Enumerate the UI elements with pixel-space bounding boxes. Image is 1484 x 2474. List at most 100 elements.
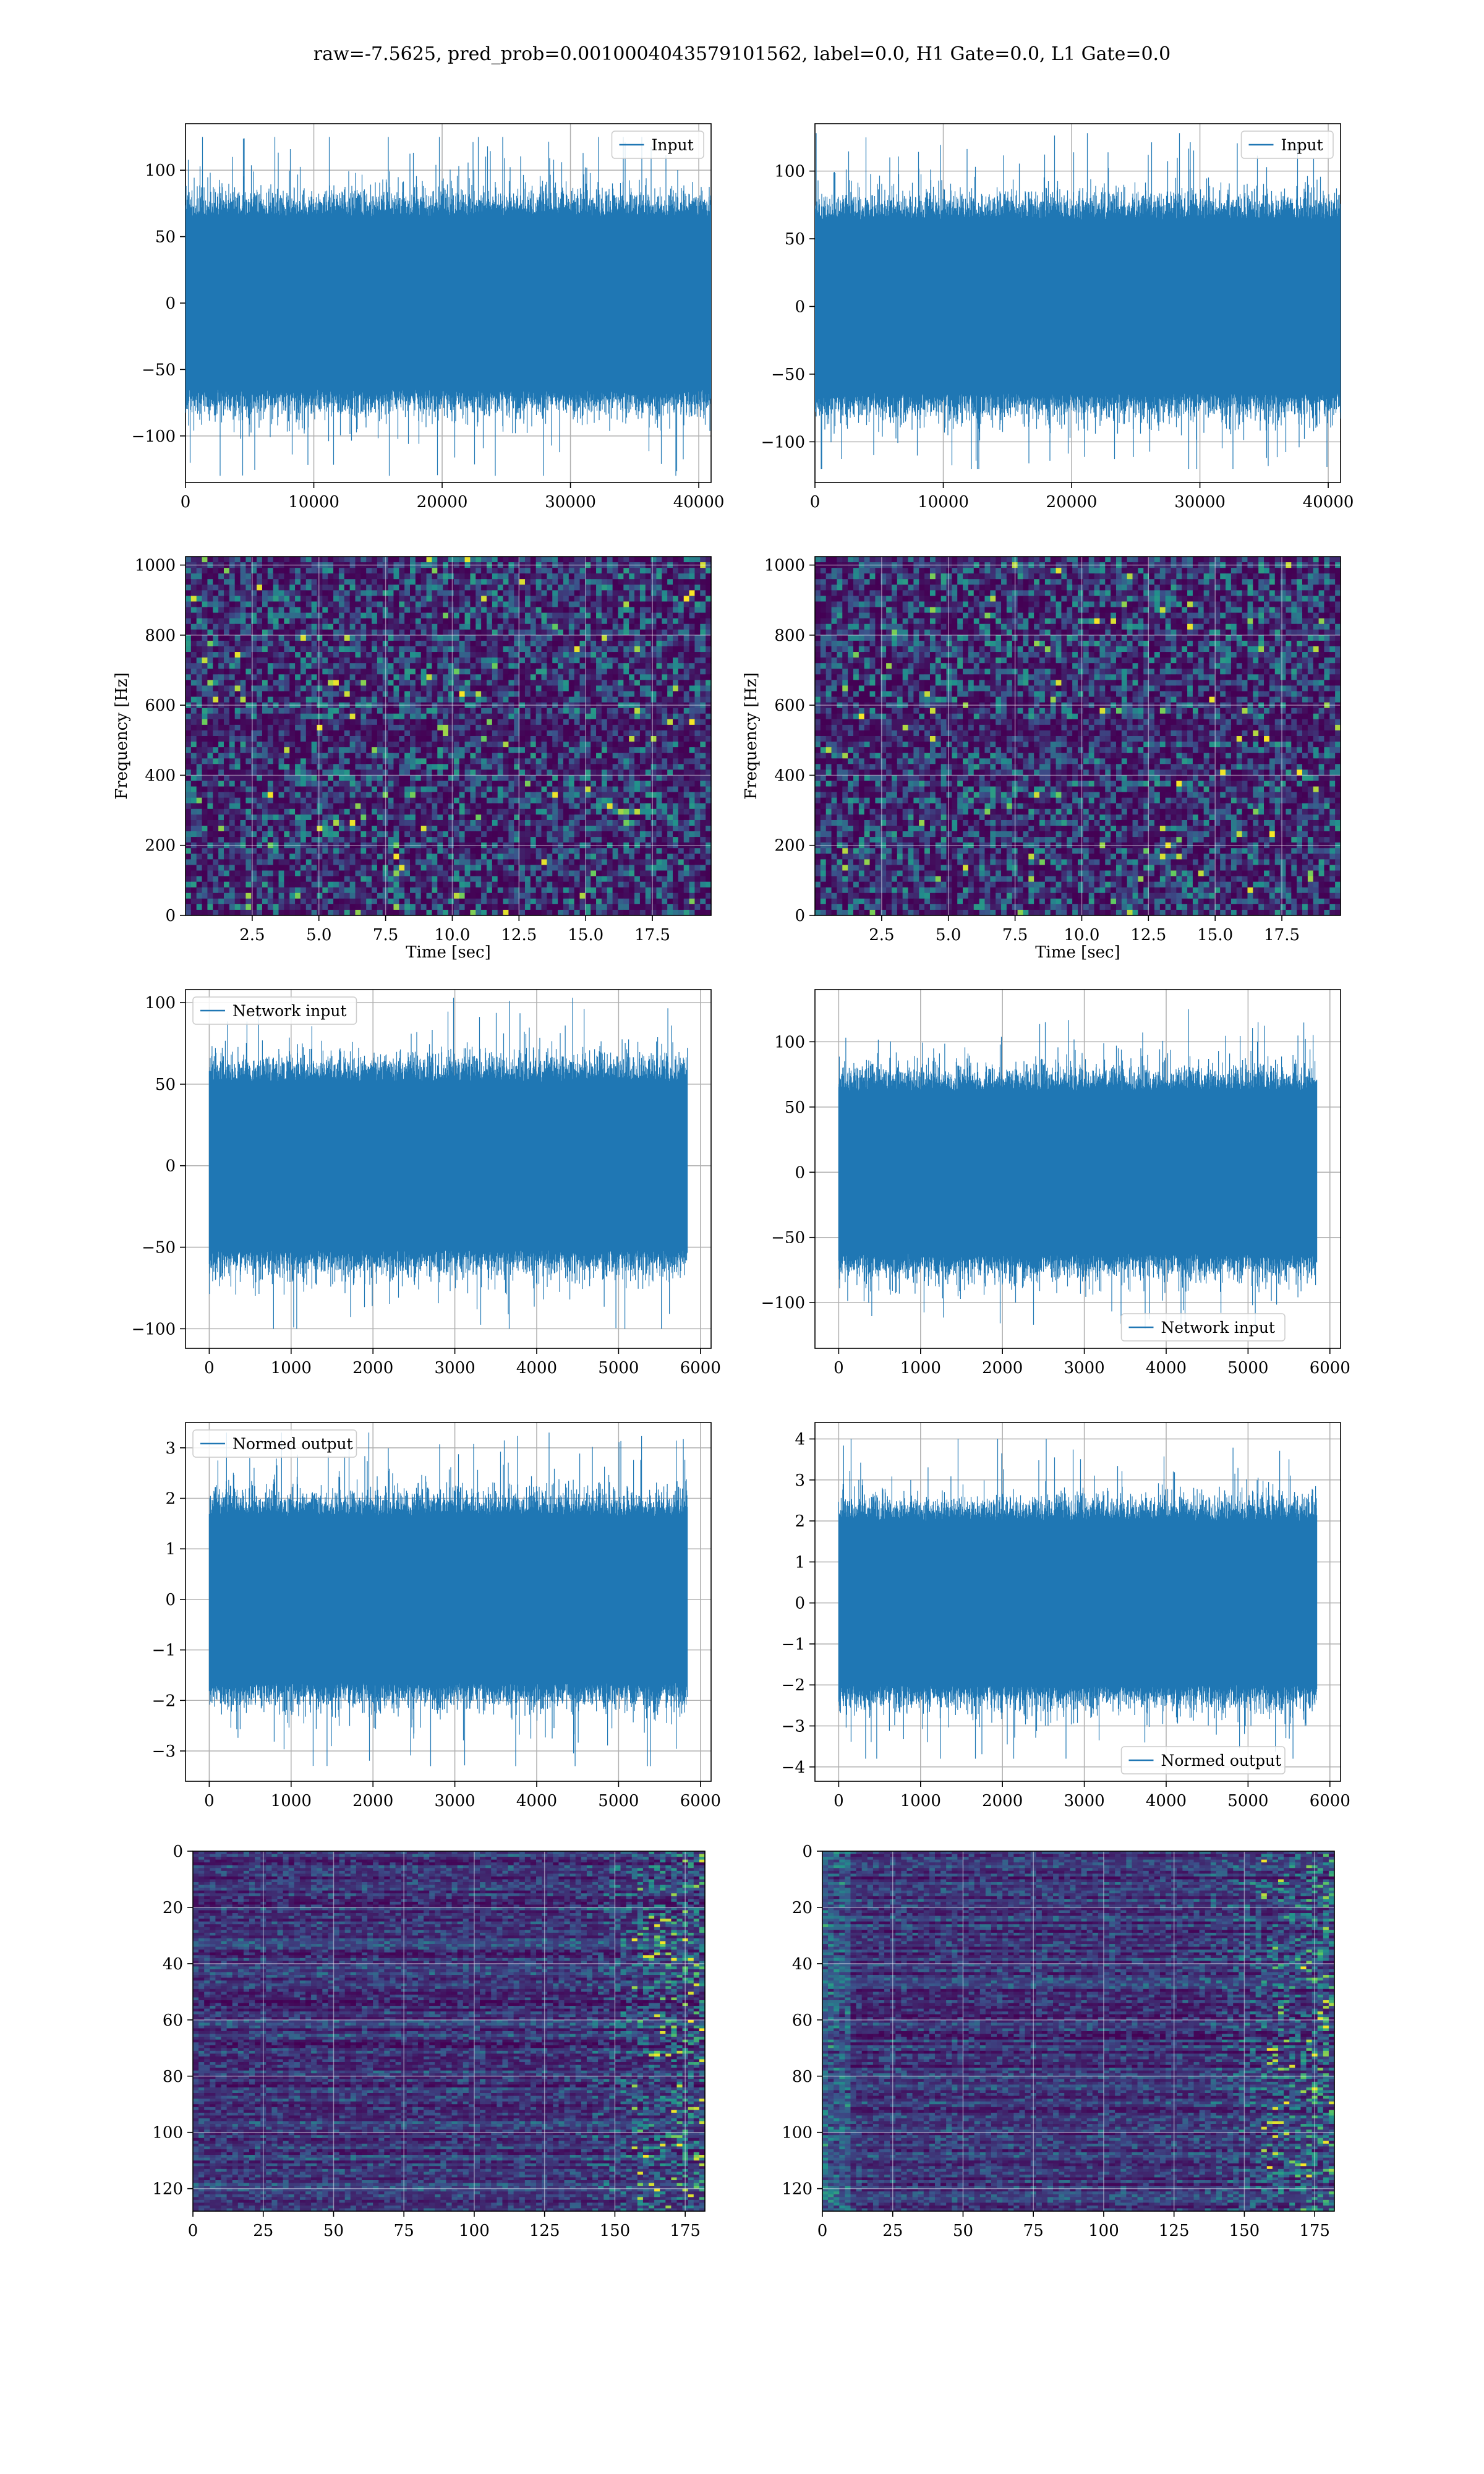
heatmap-cell [399, 792, 404, 798]
heatmap-cell [289, 753, 295, 759]
heatmap-cell [268, 697, 273, 703]
heatmap-cell [224, 584, 229, 591]
heatmap-cell [651, 820, 657, 826]
heatmap-cell [186, 775, 191, 781]
heatmap-cell [322, 787, 328, 793]
heatmap-cell [547, 607, 552, 614]
heatmap-cell [596, 758, 602, 764]
heatmap-cell [372, 787, 377, 793]
heatmap-cell [218, 753, 224, 759]
heatmap-cell [656, 579, 662, 585]
heatmap-cell [454, 753, 459, 759]
heatmap-cell [651, 630, 657, 636]
heatmap-cell [618, 669, 623, 675]
heatmap-cell [667, 719, 673, 726]
heatmap-cell [694, 685, 700, 691]
heatmap-cell [574, 657, 580, 664]
heatmap-cell [563, 815, 569, 821]
heatmap-cell [443, 624, 448, 630]
heatmap-cell [646, 557, 651, 563]
heatmap-cell [613, 584, 618, 591]
heatmap-cell [651, 691, 657, 698]
heatmap-cell [197, 764, 202, 770]
heatmap-cell [454, 747, 459, 753]
heatmap-cell [613, 803, 618, 810]
heatmap-cell [448, 764, 454, 770]
heatmap-cell [602, 680, 607, 686]
heatmap-cell [393, 803, 399, 810]
heatmap-cell [667, 596, 673, 602]
heatmap-cell [421, 557, 427, 563]
heatmap-cell [333, 837, 339, 843]
heatmap-cell [536, 657, 542, 664]
heatmap-cell [618, 758, 623, 764]
heatmap-cell [235, 685, 241, 691]
heatmap-cell [623, 769, 629, 776]
heatmap-cell [569, 719, 574, 726]
heatmap-cell [459, 787, 465, 793]
heatmap-cell [574, 736, 580, 742]
heatmap-cell [355, 725, 360, 731]
heatmap-cell [301, 579, 306, 585]
heatmap-cell [355, 646, 360, 653]
heatmap-cell [508, 630, 514, 636]
heatmap-cell [437, 657, 443, 664]
heatmap-cell [202, 781, 208, 787]
heatmap-cell [410, 742, 416, 748]
heatmap-cell [360, 635, 366, 641]
heatmap-cell [333, 573, 339, 580]
heatmap-cell [317, 753, 323, 759]
heatmap-cell [388, 753, 394, 759]
heatmap-cell [531, 573, 536, 580]
heatmap-cell [623, 837, 629, 843]
heatmap-cell [410, 613, 416, 619]
heatmap-cell [640, 781, 646, 787]
heatmap-cell [432, 674, 437, 680]
heatmap-cell [498, 641, 503, 647]
heatmap-cell [322, 557, 328, 563]
heatmap-cell [306, 685, 312, 691]
heatmap-cell [197, 792, 202, 798]
heatmap-cell [317, 831, 323, 837]
heatmap-cell [399, 708, 404, 714]
heatmap-cell [404, 792, 410, 798]
heatmap-cell [465, 787, 471, 793]
heatmap-cell [322, 792, 328, 798]
heatmap-cell [694, 641, 700, 647]
heatmap-cell [202, 630, 208, 636]
heatmap-cell [273, 725, 279, 731]
heatmap-cell [224, 579, 229, 585]
heatmap-cell [542, 669, 547, 675]
heatmap-cell [416, 674, 421, 680]
heatmap-cell [607, 646, 613, 653]
heatmap-cell [613, 714, 618, 720]
heatmap-cell [470, 613, 475, 619]
heatmap-cell [508, 742, 514, 748]
heatmap-cell [448, 736, 454, 742]
heatmap-cell [459, 596, 465, 602]
heatmap-cell [667, 798, 673, 804]
heatmap-cell [360, 557, 366, 563]
heatmap-cell [519, 764, 525, 770]
heatmap-cell [262, 624, 268, 630]
heatmap-cell [410, 663, 416, 669]
series-group [815, 133, 1341, 469]
heatmap-cell [596, 792, 602, 798]
heatmap-cell [607, 691, 613, 698]
heatmap-cell [344, 590, 350, 596]
heatmap-cell [596, 826, 602, 832]
heatmap-cell [355, 753, 360, 759]
heatmap-cell [317, 652, 323, 658]
heatmap-cell [404, 663, 410, 669]
heatmap-cell [618, 680, 623, 686]
heatmap-cell [487, 831, 492, 837]
heatmap-cell [498, 680, 503, 686]
heatmap-cell [197, 714, 202, 720]
heatmap-cell [552, 590, 558, 596]
heatmap-cell [350, 596, 356, 602]
heatmap-cell [640, 815, 646, 821]
heatmap-cell [207, 618, 213, 625]
heatmap-cell [279, 742, 284, 748]
heatmap-cell [339, 663, 344, 669]
heatmap-cell [689, 803, 695, 810]
